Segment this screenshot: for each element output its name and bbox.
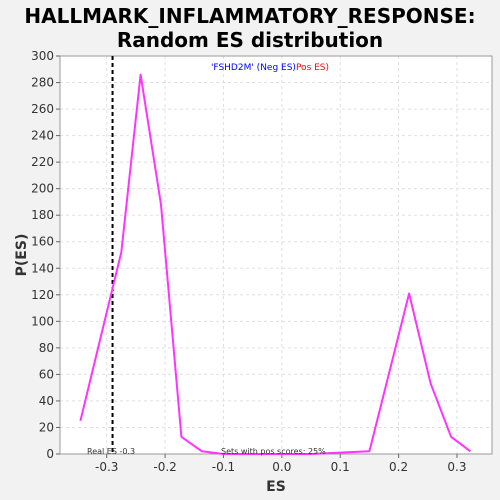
es-distribution-line [79,73,472,455]
x-tick-label: 0.0 [272,460,291,474]
y-tick-label: 100 [31,314,54,328]
pos-scores-annotation: Sets with pos scores: 25% [221,447,326,456]
y-tick-label: 240 [31,129,54,143]
y-tick-label: 80 [39,341,54,355]
x-tick-label: -0.2 [153,460,176,474]
x-tick-label: 0.3 [447,460,466,474]
y-tick-label: 280 [31,76,54,90]
y-tick-label: 60 [39,367,54,381]
legend-pos-label: Pos ES) [296,63,329,73]
y-tick-label: 220 [31,155,54,169]
y-tick-label: 180 [31,208,54,222]
y-tick-label: 260 [31,102,54,116]
labels: ES P(ES) 'FSHD2M' (Neg ES)Pos ES) Real ES -… [14,63,329,495]
y-tick-label: 120 [31,288,54,302]
x-axis-label: ES [266,479,286,495]
data-layer [79,56,472,455]
x-tick-label: 0.1 [331,460,350,474]
chart-title-line1: HALLMARK_INFLAMMATORY_RESPONSE: [24,4,476,28]
y-tick-label: 200 [31,182,54,196]
x-tick-label: -0.1 [212,460,235,474]
y-tick-label: 300 [31,49,54,63]
real-es-label: Real ES -0.3 [87,447,135,456]
y-tick-label: 40 [39,394,54,408]
y-tick-label: 0 [46,447,54,461]
y-axis-label: P(ES) [14,234,30,277]
x-tick-label: 0.2 [389,460,408,474]
y-tick-label: 140 [31,261,54,275]
y-tick-label: 20 [39,420,54,434]
legend: 'FSHD2M' (Neg ES)Pos ES) [211,63,329,73]
x-tick-label: -0.3 [95,460,118,474]
y-tick-label: 160 [31,235,54,249]
legend-phenotype-label: 'FSHD2M' (Neg ES) [211,63,296,73]
chart-title-line2: Random ES distribution [116,28,384,52]
plot-background [60,56,492,454]
